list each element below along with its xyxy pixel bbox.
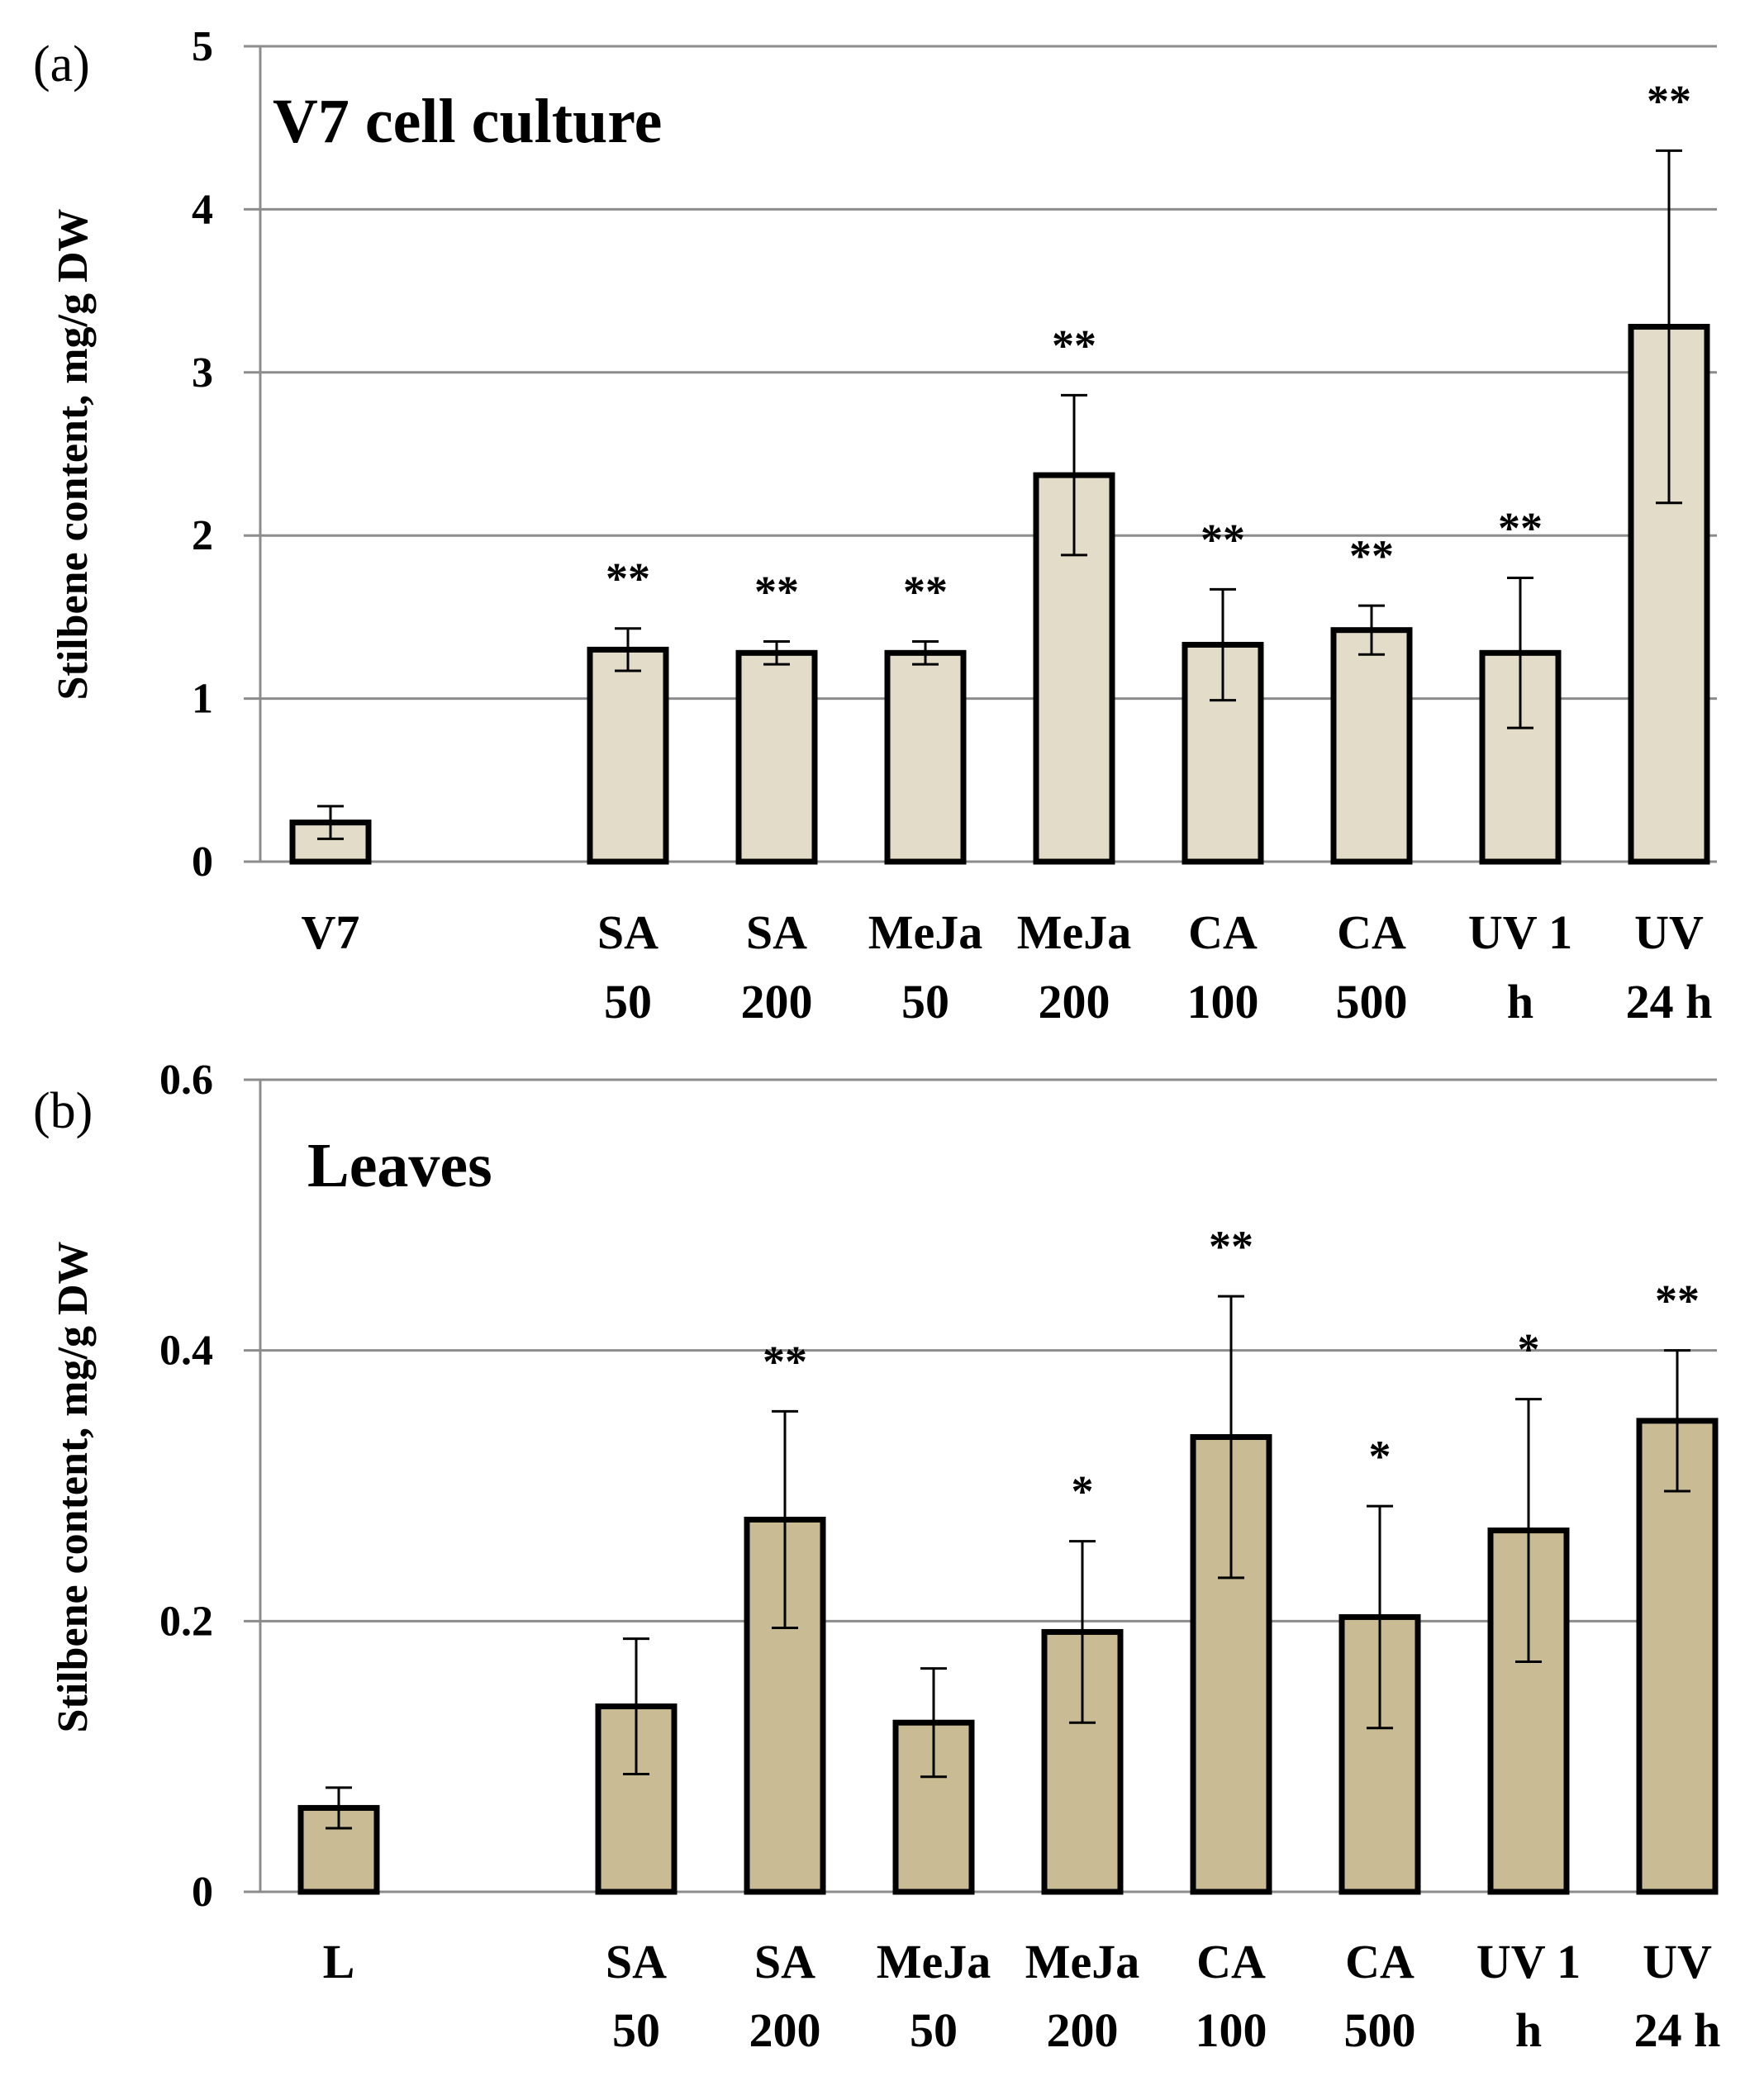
bar	[587, 646, 669, 865]
category-label: V7	[302, 905, 360, 959]
category-label: CA	[1345, 1935, 1415, 1988]
bar	[289, 820, 372, 865]
bar	[1330, 627, 1413, 865]
significance-mark: **	[1209, 1222, 1253, 1271]
y-tick-label: 3	[192, 349, 213, 397]
category-label: 50	[910, 2003, 958, 2057]
significance-mark: **	[1647, 76, 1691, 126]
significance-mark: **	[1052, 321, 1096, 370]
category-label: 200	[741, 975, 813, 1029]
category-label: UV 1	[1476, 1935, 1581, 1988]
y-tick-label: 0	[192, 1869, 213, 1916]
significance-mark: **	[763, 1337, 807, 1386]
significance-mark: *	[1072, 1467, 1094, 1517]
category-label: 200	[1047, 2003, 1119, 2057]
category-label: 24 h	[1634, 2003, 1721, 2057]
category-label: MeJa	[877, 1935, 991, 1988]
bar	[735, 649, 818, 865]
category-label: UV 1	[1468, 905, 1572, 959]
category-label: SA	[754, 1935, 815, 1988]
bar	[892, 1719, 975, 1895]
category-label: h	[1507, 975, 1533, 1029]
significance-mark: **	[903, 568, 948, 617]
category-label: UV	[1634, 905, 1704, 959]
y-tick-label: 2	[192, 512, 213, 559]
category-label: 200	[1039, 975, 1110, 1029]
category-label: 500	[1336, 975, 1408, 1029]
significance-mark: **	[754, 568, 799, 617]
category-label: 100	[1187, 975, 1259, 1029]
y-tick-label: 5	[192, 23, 213, 70]
bar	[1636, 1418, 1719, 1895]
category-label: 24 h	[1626, 975, 1713, 1029]
category-label: h	[1515, 2003, 1542, 2057]
y-axis-label: Stilbene content, mg/g DW	[50, 208, 97, 700]
y-tick-label: 1	[192, 676, 213, 723]
significance-mark: **	[606, 554, 650, 604]
y-tick-label: 4	[192, 186, 213, 233]
category-label: 500	[1344, 2003, 1416, 2057]
significance-mark: **	[1498, 504, 1543, 554]
y-tick-label: 0.4	[159, 1328, 213, 1375]
category-label: 100	[1196, 2003, 1267, 2057]
y-tick-label: 0.2	[159, 1598, 213, 1645]
significance-mark: **	[1201, 515, 1245, 564]
category-label: MeJa	[868, 905, 983, 959]
category-label: SA	[606, 1935, 667, 1988]
y-axis-label: Stilbene content, mg/g DW	[50, 1241, 97, 1732]
category-label: 50	[901, 975, 949, 1029]
bar	[884, 649, 967, 865]
category-label: 50	[604, 975, 652, 1029]
chart-title: Leaves	[307, 1131, 492, 1200]
category-label: 50	[612, 2003, 660, 2057]
category-label: SA	[746, 905, 807, 959]
significance-mark: *	[1369, 1432, 1391, 1481]
category-label: CA	[1337, 905, 1406, 959]
y-tick-label: 0	[192, 839, 213, 886]
significance-mark: **	[1349, 531, 1394, 581]
significance-mark: **	[1655, 1276, 1700, 1326]
category-label: UV	[1643, 1935, 1712, 1988]
category-label: L	[323, 1935, 355, 1988]
category-label: MeJa	[1025, 1935, 1140, 1988]
category-label: 200	[749, 2003, 821, 2057]
panel-label: (b)	[33, 1083, 93, 1139]
y-tick-label: 0.6	[159, 1057, 213, 1104]
significance-mark: *	[1518, 1325, 1540, 1375]
chart-panel-b: 0 0.2 0.4 0.6 (b) Leaves Stilbene content, mg/…	[33, 1057, 1720, 2057]
category-label: SA	[597, 905, 659, 959]
category-label: CA	[1196, 1935, 1266, 1988]
chart-title: V7 cell culture	[273, 87, 662, 156]
panel-label: (a)	[33, 36, 90, 93]
category-label: MeJa	[1017, 905, 1132, 959]
category-label: CA	[1188, 905, 1258, 959]
chart-panel-a: 0 1 2 3 4 5 (a) V7 cell culture Stilbene content…	[33, 23, 1717, 1029]
